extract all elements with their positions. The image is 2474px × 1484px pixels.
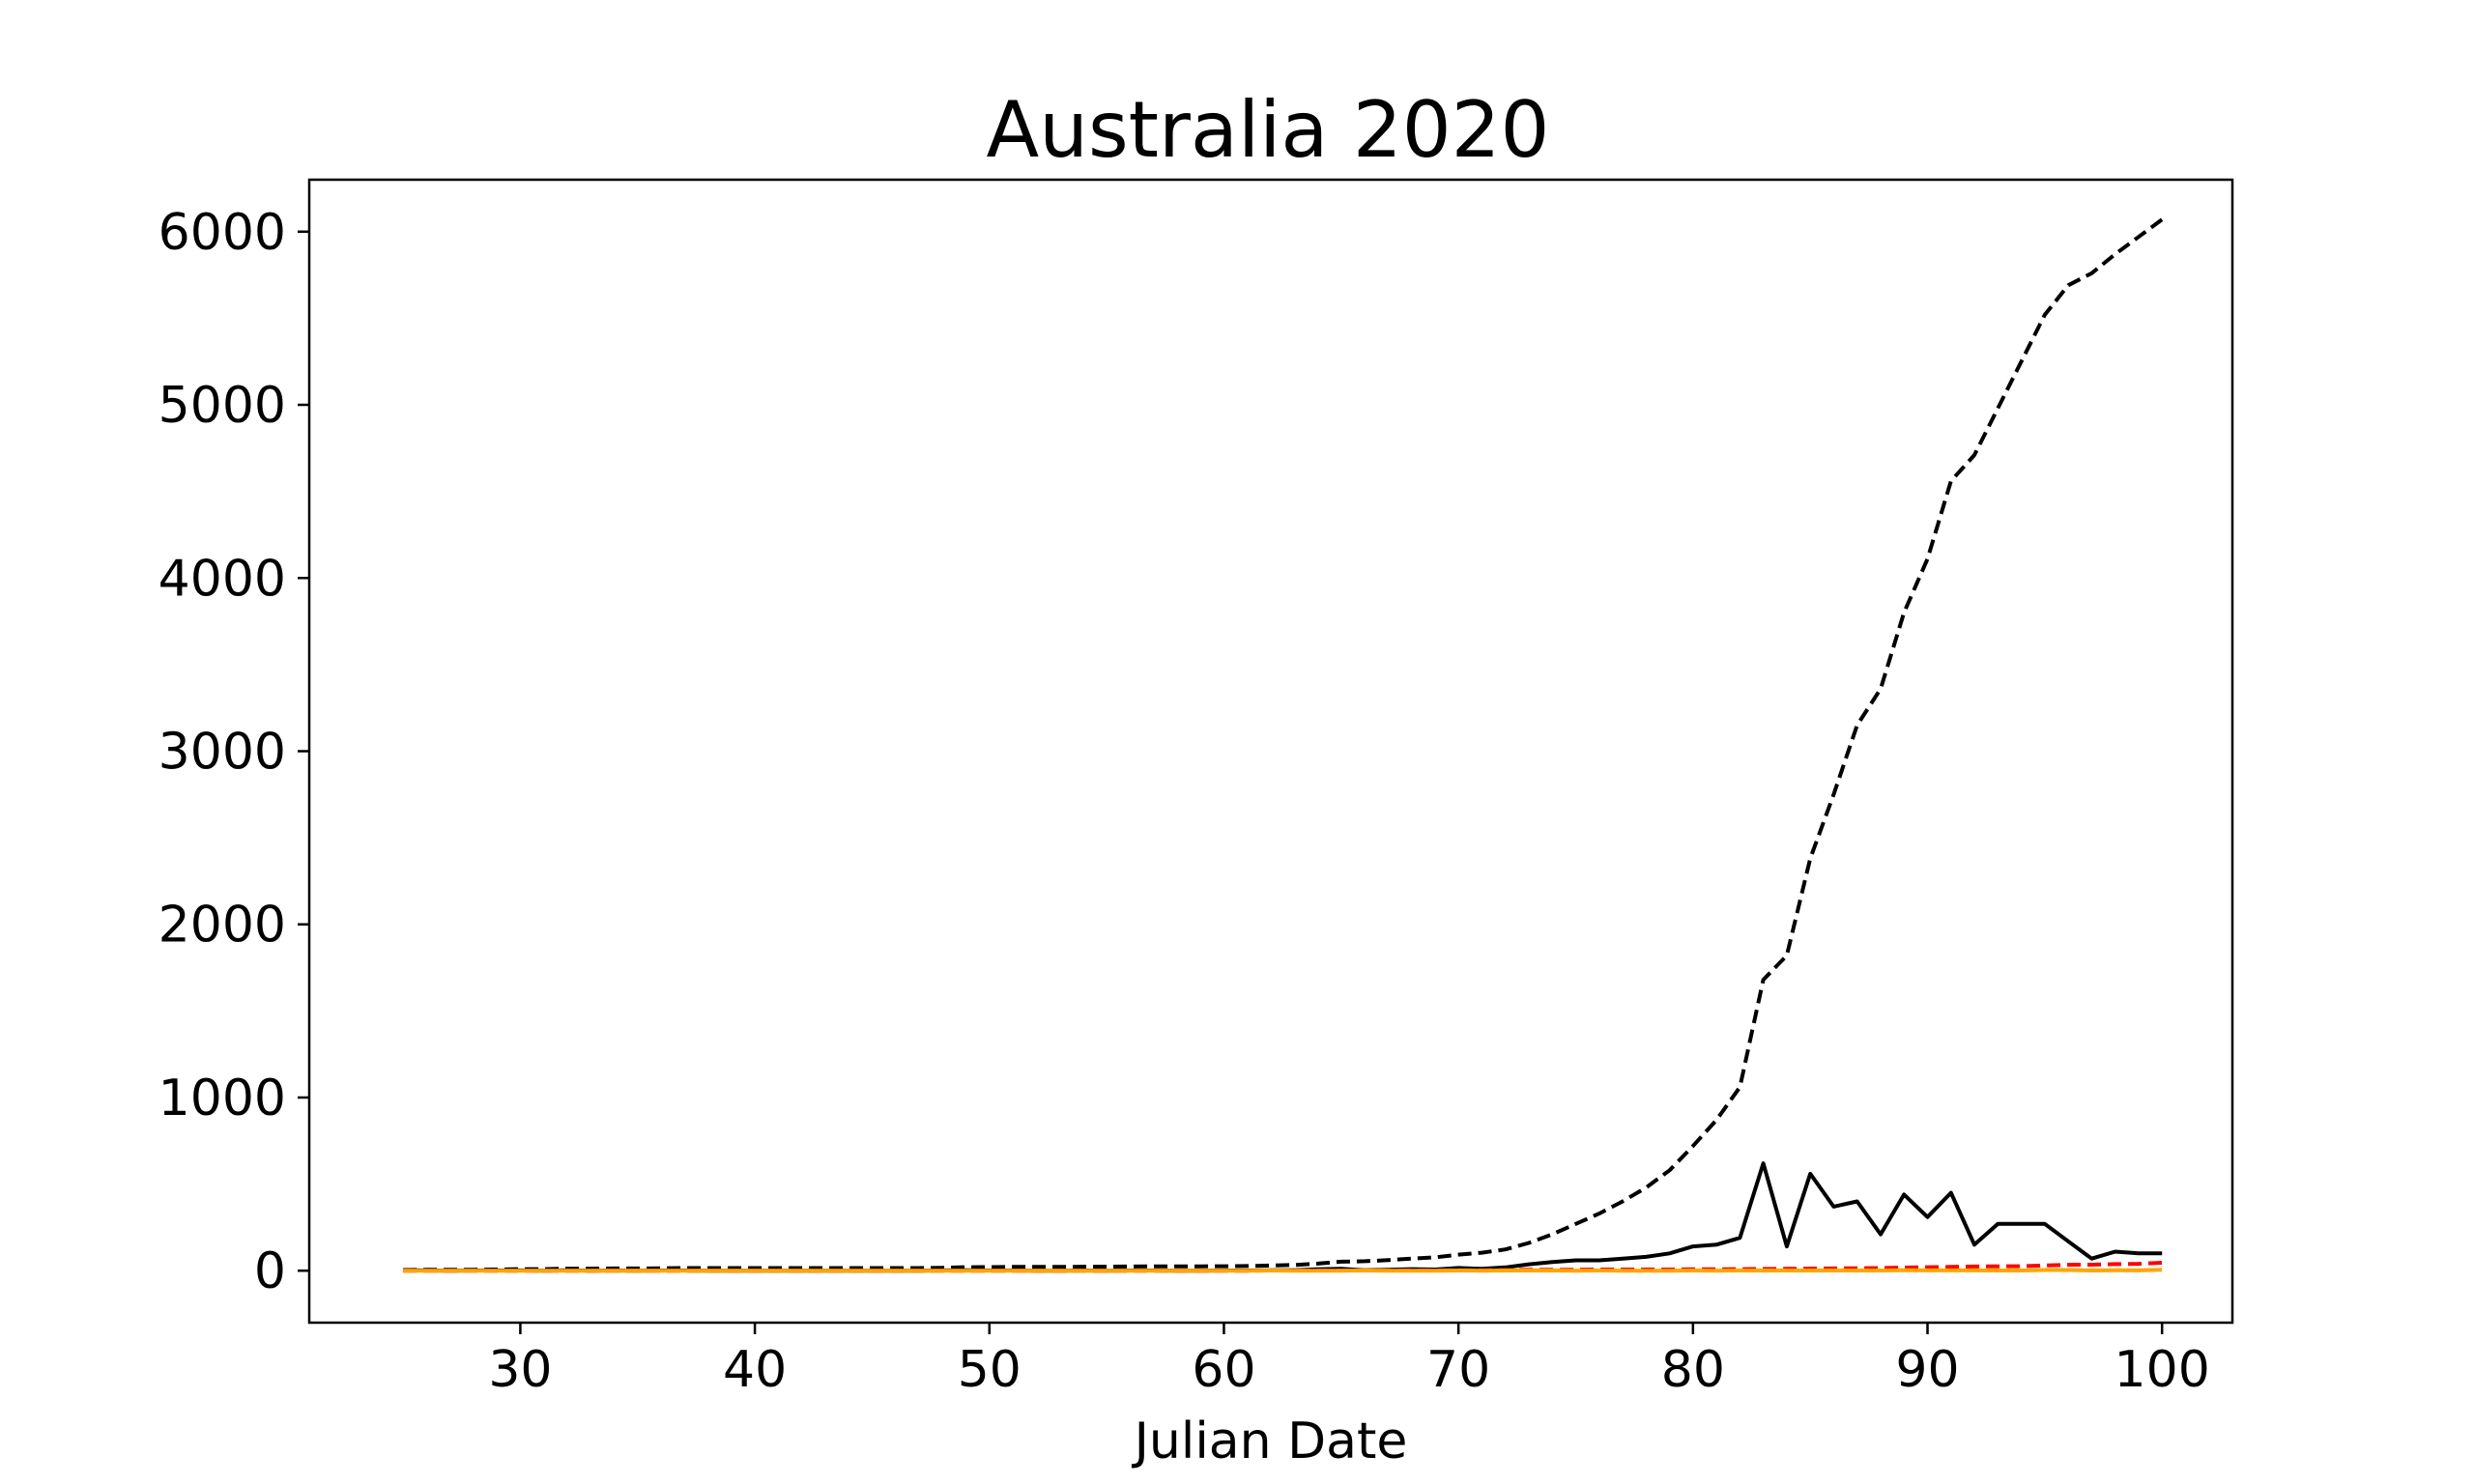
chart-title: Australia 2020 bbox=[987, 85, 1550, 175]
series-line-1 bbox=[403, 217, 2164, 1272]
y-tick-label: 6000 bbox=[158, 204, 286, 262]
x-tick-label: 60 bbox=[1192, 1341, 1255, 1399]
series-layer bbox=[403, 217, 2164, 1273]
x-tick-label: 80 bbox=[1661, 1341, 1725, 1399]
y-tick-label: 0 bbox=[254, 1242, 286, 1300]
y-tick-label: 4000 bbox=[158, 550, 286, 608]
x-axis-label: Julian Date bbox=[1132, 1413, 1408, 1470]
y-tick-label: 2000 bbox=[158, 897, 286, 955]
x-tick-label: 100 bbox=[2114, 1341, 2210, 1399]
y-tick-label: 1000 bbox=[158, 1070, 286, 1127]
x-tick-label: 50 bbox=[958, 1341, 1021, 1399]
y-tick-label: 5000 bbox=[158, 377, 286, 435]
y-axis: 0 1000 2000 3000 4000 5000 6000 bbox=[158, 204, 309, 1300]
x-tick-label: 40 bbox=[723, 1341, 787, 1399]
x-axis: 30 40 50 60 70 80 90 100 bbox=[488, 1323, 2210, 1399]
x-tick-label: 70 bbox=[1426, 1341, 1490, 1399]
x-tick-label: 30 bbox=[488, 1341, 552, 1399]
y-tick-label: 3000 bbox=[158, 724, 286, 782]
x-tick-label: 90 bbox=[1895, 1341, 1959, 1399]
